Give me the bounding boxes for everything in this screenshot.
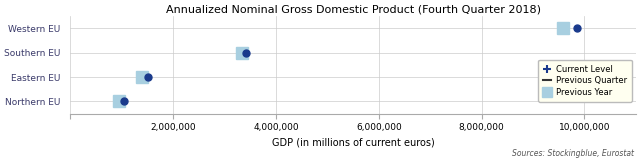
Legend: Current Level, Previous Quarter, Previous Year: Current Level, Previous Quarter, Previou… [538, 60, 632, 102]
Title: Annualized Nominal Gross Domestic Product (Fourth Quarter 2018): Annualized Nominal Gross Domestic Produc… [166, 4, 541, 14]
X-axis label: GDP (in millions of current euros): GDP (in millions of current euros) [271, 138, 435, 148]
Text: Sources: Stockingblue, Eurostat: Sources: Stockingblue, Eurostat [511, 149, 634, 158]
